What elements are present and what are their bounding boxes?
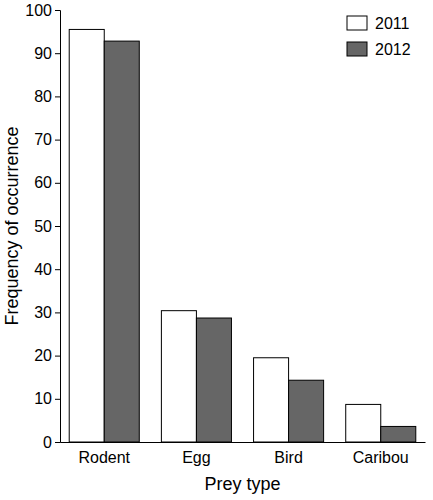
y-tick: 20 <box>34 347 60 364</box>
y-tick: 90 <box>34 45 60 62</box>
y-tick-label: 90 <box>34 45 52 62</box>
y-tick-mark <box>55 226 60 227</box>
bars <box>69 29 416 442</box>
x-tick: Caribou <box>353 442 409 466</box>
y-tick-label: 60 <box>34 174 52 191</box>
bar <box>69 29 104 442</box>
y-tick-label: 10 <box>34 390 52 407</box>
chart: 0 10 20 30 40 50 60 70 80 90 100 Rodent Egg Bird Carib… <box>0 0 433 500</box>
bar <box>161 311 196 442</box>
legend-label: 2012 <box>375 41 411 58</box>
y-tick-mark <box>55 96 60 97</box>
x-axis-title: Prey type <box>204 474 280 494</box>
x-tick: Rodent <box>78 442 130 466</box>
y-tick-mark <box>55 10 60 11</box>
bar <box>104 41 139 442</box>
x-tick-label: Caribou <box>353 449 409 466</box>
legend: 2011 2012 <box>347 15 411 58</box>
y-tick: 80 <box>34 88 60 105</box>
bar <box>381 426 416 442</box>
y-tick-mark <box>55 399 60 400</box>
plot-area: 0 10 20 30 40 50 60 70 80 90 100 Rodent Egg Bird Carib… <box>25 2 425 467</box>
y-tick: 40 <box>34 261 60 278</box>
y-tick-label: 80 <box>34 88 52 105</box>
legend-item: 2011 <box>347 15 410 32</box>
legend-item: 2012 <box>347 41 411 58</box>
x-axis: Rodent Egg Bird Caribou <box>61 442 426 466</box>
bar <box>346 404 381 442</box>
bar <box>196 318 231 442</box>
y-tick-label: 30 <box>34 304 52 321</box>
y-tick-label: 0 <box>43 434 52 451</box>
y-tick-label: 70 <box>34 131 52 148</box>
y-tick: 70 <box>34 131 60 148</box>
bar <box>254 358 289 442</box>
y-tick-mark <box>55 269 60 270</box>
legend-swatch <box>347 16 367 30</box>
y-tick-mark <box>55 183 60 184</box>
x-axis-line <box>61 442 426 443</box>
y-tick-mark <box>55 312 60 313</box>
y-tick: 10 <box>34 390 60 407</box>
y-tick-label: 100 <box>25 2 52 19</box>
y-tick-label: 20 <box>34 347 52 364</box>
y-axis-line <box>55 11 61 443</box>
y-tick-label: 40 <box>34 261 52 278</box>
legend-label: 2011 <box>375 15 410 32</box>
y-tick-mark <box>55 140 60 141</box>
x-tick: Egg <box>182 442 210 466</box>
y-tick: 0 <box>43 434 60 451</box>
legend-swatch <box>347 42 367 56</box>
x-tick-label: Egg <box>182 449 210 466</box>
y-tick: 50 <box>34 218 60 235</box>
y-tick-mark <box>55 356 60 357</box>
y-axis: 0 10 20 30 40 50 60 70 80 90 100 <box>25 2 60 451</box>
y-tick: 60 <box>34 174 60 191</box>
y-tick: 100 <box>25 2 60 19</box>
bar <box>289 380 324 442</box>
y-tick-mark <box>55 53 60 54</box>
y-tick-label: 50 <box>34 218 52 235</box>
y-tick: 30 <box>34 304 60 321</box>
x-tick: Bird <box>274 442 302 466</box>
x-tick-label: Rodent <box>78 449 130 466</box>
y-axis-title: Frequency of occurrence <box>2 126 22 325</box>
y-tick-mark <box>55 442 60 443</box>
x-tick-label: Bird <box>274 449 302 466</box>
